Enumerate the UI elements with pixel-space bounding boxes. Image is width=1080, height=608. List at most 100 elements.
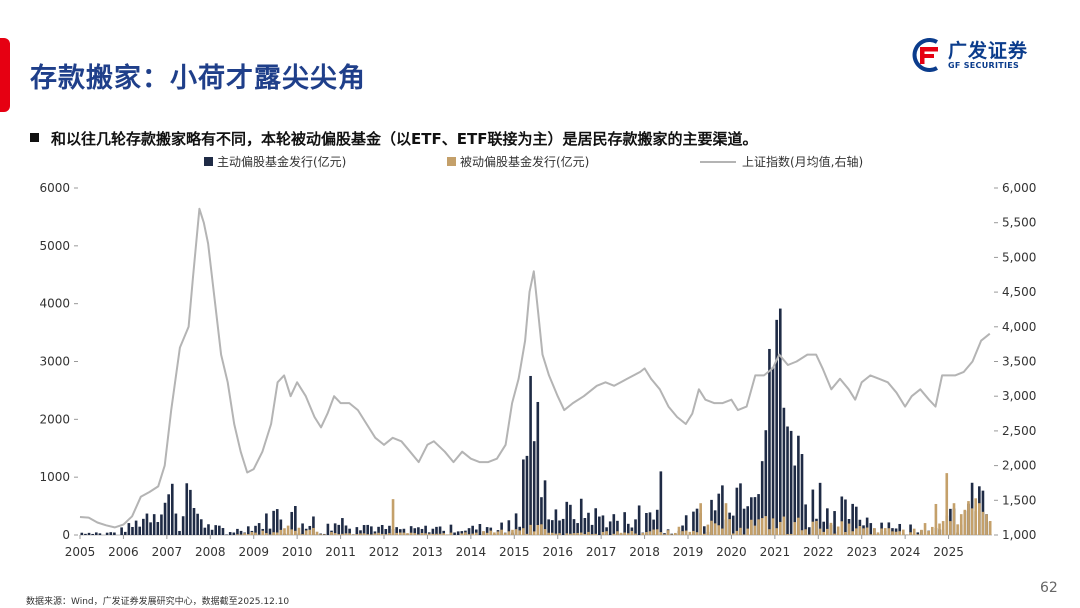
- active-fund-bar: [87, 532, 91, 535]
- passive-fund-bar: [641, 533, 645, 535]
- passive-fund-bar: [402, 532, 406, 535]
- legend-label-passive: 被动偏股基金发行(亿元): [460, 154, 589, 169]
- active-fund-bar: [207, 524, 210, 535]
- active-fund-bar: [594, 508, 598, 535]
- passive-fund-bar: [645, 532, 648, 535]
- active-fund-bar: [645, 512, 648, 535]
- active-fund-bar: [598, 516, 601, 535]
- active-fund-bar: [268, 528, 272, 535]
- active-fund-bar: [402, 528, 406, 535]
- passive-fund-bar: [370, 534, 373, 535]
- accent-tab: [0, 38, 10, 112]
- passive-fund-bar: [351, 534, 355, 535]
- passive-fund-bar: [952, 503, 956, 535]
- active-fund-bar: [333, 523, 337, 535]
- passive-fund-bar: [442, 533, 446, 535]
- active-fund-bar: [811, 489, 815, 535]
- passive-fund-bar: [717, 525, 721, 535]
- active-fund-bar: [569, 504, 572, 535]
- active-fund-bar: [854, 506, 858, 535]
- passive-fund-bar: [550, 532, 554, 535]
- active-fund-bar: [750, 497, 753, 535]
- passive-fund-bar: [862, 528, 865, 535]
- passive-fund-bar: [778, 521, 782, 535]
- active-fund-bar: [203, 527, 207, 535]
- passive-fund-bar: [435, 533, 438, 535]
- active-fund-bar: [294, 506, 297, 535]
- active-fund-bar: [239, 530, 243, 535]
- x-tick-label: 2019: [673, 545, 704, 559]
- active-fund-bar: [413, 528, 417, 535]
- active-fund-bar: [120, 527, 123, 535]
- passive-fund-bars: [236, 473, 992, 535]
- passive-fund-bar: [920, 529, 923, 535]
- active-fund-bar: [228, 532, 232, 535]
- logo-english-text: GF SECURITIES: [948, 61, 1020, 70]
- passive-fund-bar: [612, 533, 616, 535]
- active-fund-bar: [800, 454, 804, 535]
- active-fund-bar: [532, 441, 536, 535]
- passive-fund-bar: [294, 530, 297, 535]
- passive-fund-bar: [330, 532, 333, 535]
- x-tick-label: 2011: [325, 545, 356, 559]
- active-fund-bar: [474, 529, 478, 535]
- passive-fund-bar: [782, 516, 786, 535]
- passive-fund-bar: [536, 525, 540, 535]
- passive-fund-bar: [757, 519, 760, 535]
- passive-fund-bar: [532, 531, 536, 535]
- active-fund-bar: [916, 532, 920, 535]
- page-title: 存款搬家：小荷才露尖尖角: [30, 63, 366, 94]
- active-fund-bar: [623, 512, 626, 535]
- x-tick-label: 2025: [933, 545, 964, 559]
- active-fund-bar: [210, 529, 214, 535]
- active-fund-bar: [377, 526, 380, 535]
- passive-fund-bar: [710, 520, 713, 535]
- active-fund-bar: [145, 513, 149, 535]
- x-tick-label: 2021: [760, 545, 791, 559]
- passive-fund-bar: [692, 530, 695, 535]
- passive-fund-bar: [275, 532, 279, 535]
- passive-fund-bar: [449, 532, 453, 535]
- active-fund-bar: [804, 504, 807, 535]
- x-tick-label: 2007: [152, 545, 183, 559]
- passive-fund-bar: [333, 533, 337, 535]
- active-fund-bar: [608, 521, 612, 535]
- passive-fund-bar: [739, 527, 742, 535]
- passive-fund-bar: [891, 531, 894, 535]
- active-fund-bar: [84, 533, 87, 535]
- passive-fund-bar: [572, 533, 576, 535]
- active-fund-bar: [218, 525, 221, 535]
- passive-fund-bar: [652, 529, 655, 535]
- passive-fund-bar: [959, 514, 963, 535]
- passive-fund-bar: [366, 534, 370, 535]
- active-fund-bar: [420, 528, 424, 535]
- passive-fund-bar: [894, 531, 898, 535]
- active-fund-bar: [789, 430, 793, 535]
- active-fund-bar: [326, 523, 330, 535]
- active-fund-bar: [344, 525, 348, 535]
- passive-fund-bar: [887, 528, 891, 535]
- active-fund-bar: [601, 515, 605, 535]
- passive-fund-bar: [619, 532, 623, 535]
- active-fund-bar: [525, 455, 529, 535]
- x-tick-label: 2006: [108, 545, 139, 559]
- passive-fund-bar: [579, 532, 583, 535]
- passive-fund-bar: [290, 529, 294, 535]
- active-fund-bar: [742, 508, 746, 535]
- active-fund-bar: [189, 489, 192, 535]
- y-left-tick-label: 5000: [39, 239, 70, 253]
- active-fund-bar: [605, 527, 608, 535]
- active-fund-bar: [710, 499, 713, 535]
- active-fund-bar: [388, 525, 391, 535]
- active-fund-bar: [681, 525, 684, 535]
- active-fund-bar: [648, 512, 652, 535]
- passive-fund-bar: [362, 533, 366, 535]
- active-fund-bar: [123, 531, 127, 535]
- passive-fund-bar: [554, 533, 558, 535]
- passive-fund-bar: [815, 520, 818, 535]
- passive-fund-bar: [706, 524, 710, 535]
- passive-fund-bar: [742, 534, 746, 535]
- active-fund-bar: [460, 531, 464, 535]
- passive-fund-bar: [695, 532, 699, 535]
- passive-fund-bar: [246, 534, 250, 535]
